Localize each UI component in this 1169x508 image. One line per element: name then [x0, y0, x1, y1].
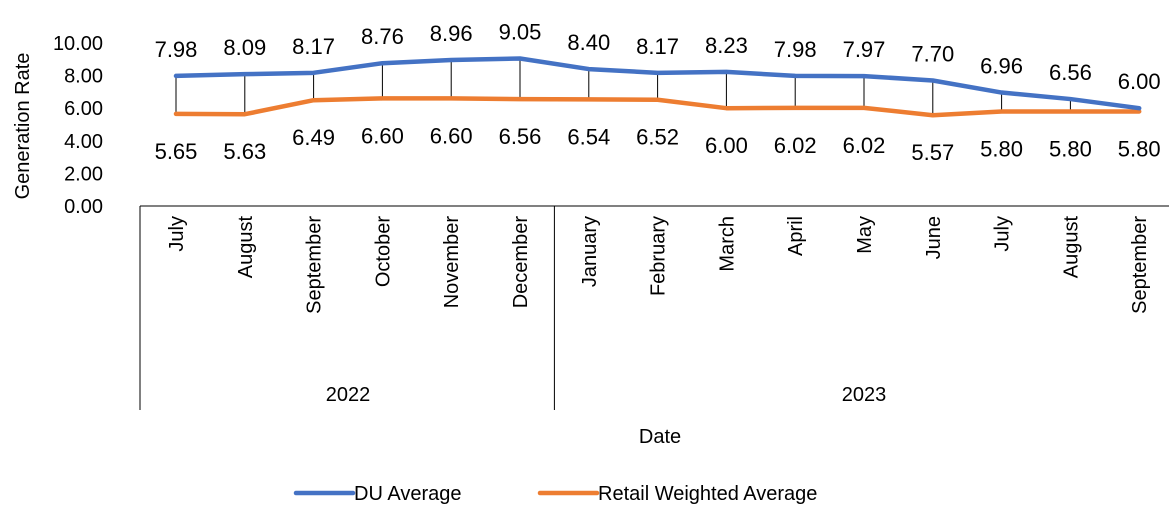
data-label-du-average: 8.23 [705, 33, 748, 58]
series-lines [173, 56, 1142, 118]
x-tick-label: September [304, 216, 326, 314]
data-label-retail-weighted-average: 6.60 [430, 123, 473, 148]
data-label-retail-weighted-average: 6.52 [636, 125, 679, 150]
y-tick-label: 4.00 [64, 131, 103, 153]
y-tick-label: 8.00 [64, 66, 103, 88]
data-label-du-average: 6.56 [1049, 60, 1092, 85]
data-label-du-average: 8.96 [430, 21, 473, 46]
x-tick-label: October [372, 216, 394, 287]
data-label-retail-weighted-average: 6.60 [361, 123, 404, 148]
axes: 0.00 2.00 4.00 6.00 8.00 10.00 2022 2023 July Aug… [53, 33, 1169, 410]
x-tick-label: January [579, 216, 601, 287]
data-label-retail-weighted-average: 6.54 [567, 124, 610, 149]
x-tick-label: September [1129, 216, 1151, 314]
data-label-retail-weighted-average: 6.49 [292, 125, 335, 150]
data-label-du-average: 8.40 [567, 30, 610, 55]
legend-label: DU Average [354, 483, 461, 505]
data-label-retail-weighted-average: 5.65 [155, 139, 198, 164]
y-tick-label: 10.00 [53, 33, 103, 55]
y-tick-label: 2.00 [64, 163, 103, 185]
x-tick-label: November [441, 216, 463, 309]
x-tick-label: March [716, 216, 738, 272]
data-label-retail-weighted-average: 5.80 [1118, 136, 1161, 161]
x-tick-label: June [923, 216, 945, 259]
data-label-retail-weighted-average: 6.56 [499, 124, 542, 149]
x-tick-label: December [510, 216, 532, 309]
data-label-retail-weighted-average: 5.80 [980, 136, 1023, 161]
high-low-lines [175, 58, 1140, 116]
x-tick-label: July [166, 216, 188, 252]
x-tick-label: July [992, 216, 1014, 252]
x-axis-title: Date [639, 426, 681, 448]
x-group-label: 2023 [842, 384, 887, 406]
legend-label: Retail Weighted Average [598, 483, 817, 505]
data-label-du-average: 6.00 [1118, 69, 1161, 94]
y-axis-title: Generation Rate [12, 53, 34, 200]
data-label-du-average: 7.70 [911, 41, 954, 66]
data-label-du-average: 7.98 [155, 37, 198, 62]
x-tick-label: April [785, 216, 807, 256]
data-label-retail-weighted-average: 5.80 [1049, 136, 1092, 161]
x-group-label: 2022 [326, 384, 371, 406]
x-tick-label: February [648, 216, 670, 296]
data-label-du-average: 8.17 [636, 34, 679, 59]
legend: DU Average Retail Weighted Average [293, 483, 817, 505]
data-label-retail-weighted-average: 6.02 [774, 133, 817, 158]
x-tick-label: August [1060, 216, 1082, 279]
data-labels: 7.98 8.09 8.17 8.76 8.96 9.05 8.40 8.17 8.23 7.98… [155, 19, 1161, 165]
data-label-du-average: 7.97 [843, 37, 886, 62]
data-label-du-average: 9.05 [499, 19, 542, 44]
data-label-du-average: 8.17 [292, 34, 335, 59]
x-tick-label: May [854, 216, 876, 254]
data-label-du-average: 6.96 [980, 54, 1023, 79]
data-label-retail-weighted-average: 5.63 [223, 139, 266, 164]
series-line [173, 96, 1142, 118]
series-line [173, 56, 1142, 111]
y-tick-label: 6.00 [64, 98, 103, 120]
data-label-retail-weighted-average: 6.02 [843, 133, 886, 158]
data-label-du-average: 8.76 [361, 24, 404, 49]
data-label-retail-weighted-average: 5.57 [911, 140, 954, 165]
data-label-retail-weighted-average: 6.00 [705, 133, 748, 158]
x-tick-label: August [235, 216, 257, 279]
y-tick-label: 0.00 [64, 196, 103, 218]
data-label-du-average: 7.98 [774, 37, 817, 62]
data-label-du-average: 8.09 [223, 35, 266, 60]
